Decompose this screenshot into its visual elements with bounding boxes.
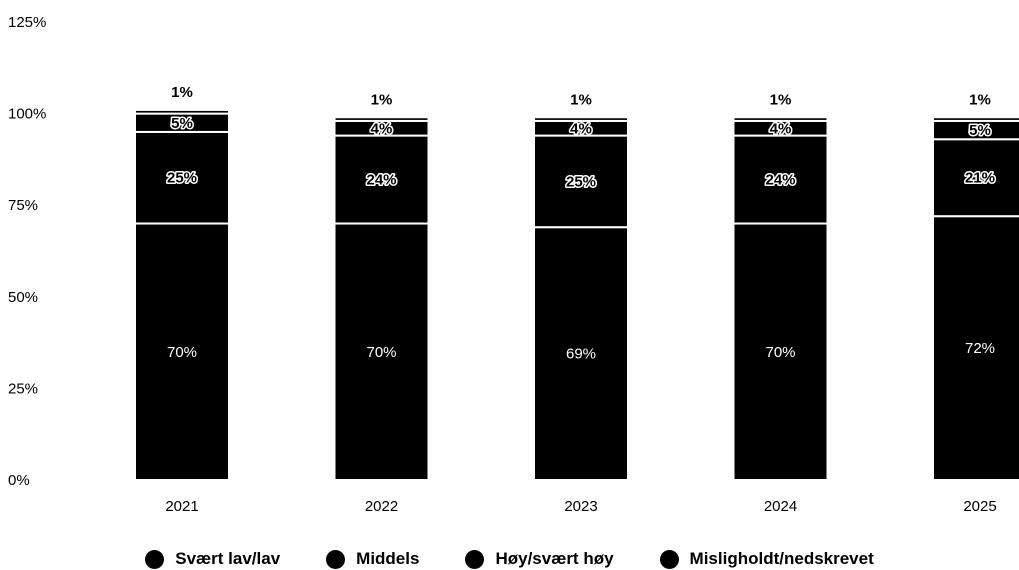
- legend-marker-middels: [326, 549, 346, 569]
- legend-item-middels[interactable]: Middels: [326, 548, 419, 570]
- data-label-svaert-lav-lav: 70%: [765, 344, 795, 361]
- x-tick-label: 2021: [165, 498, 198, 515]
- legend-marker-misligholdt-nedskrevet: [659, 549, 679, 569]
- bar-segment-middels: [732, 134, 829, 225]
- data-label-svaert-lav-lav: 69%: [566, 346, 596, 363]
- legend-item-svaert-lav-lav[interactable]: Svært lav/lav: [145, 548, 280, 570]
- data-label-svaert-lav-lav: 70%: [167, 344, 197, 361]
- y-tick-label: 0%: [8, 472, 30, 489]
- y-tick-label: 50%: [8, 289, 38, 306]
- legend: Svært lav/lav Middels Høy/svært høy Misl…: [0, 548, 1019, 570]
- data-label-hoy-svaert-hoy: 5%: [969, 122, 991, 139]
- bar-segment-misligholdt-nedskrevet: [333, 116, 430, 122]
- x-tick-label: 2024: [764, 498, 797, 515]
- bar-segment-svaert-lav-lav: [932, 215, 1019, 482]
- legend-label-middels: Middels: [356, 549, 420, 568]
- data-label-hoy-svaert-hoy: 4%: [371, 120, 393, 137]
- data-label-misligholdt-nedskrevet: 1%: [570, 91, 592, 108]
- bar-segment-svaert-lav-lav: [134, 222, 230, 482]
- data-label-middels: 21%: [965, 170, 995, 187]
- legend-label-svaert-lav-lav: Svært lav/lav: [175, 549, 281, 568]
- bar-segment-middels: [333, 134, 430, 225]
- y-tick-label: 125%: [8, 14, 46, 31]
- x-tick-label: 2023: [564, 498, 597, 515]
- data-label-misligholdt-nedskrevet: 1%: [770, 91, 792, 108]
- legend-marker-svaert-lav-lav: [145, 549, 165, 569]
- legend-item-misligholdt-nedskrevet[interactable]: Misligholdt/nedskrevet: [659, 548, 874, 570]
- bar-segment-svaert-lav-lav: [533, 226, 629, 481]
- bar-segment-misligholdt-nedskrevet: [732, 116, 829, 122]
- bar-segment-misligholdt-nedskrevet: [932, 116, 1019, 122]
- data-label-hoy-svaert-hoy: 4%: [570, 120, 592, 137]
- data-label-middels: 25%: [566, 173, 596, 190]
- legend-label-hoy-svaert-hoy: Høy/svært høy: [495, 549, 614, 568]
- data-label-misligholdt-nedskrevet: 1%: [371, 91, 393, 108]
- x-tick-label: 2025: [963, 498, 996, 515]
- bar-segment-middels: [134, 130, 230, 225]
- bar-segment-misligholdt-nedskrevet: [533, 116, 629, 122]
- data-label-hoy-svaert-hoy: 5%: [171, 115, 193, 132]
- bar-segment-svaert-lav-lav: [333, 222, 430, 482]
- data-label-middels: 24%: [366, 172, 396, 189]
- data-label-svaert-lav-lav: 70%: [366, 344, 396, 361]
- y-tick-label: 100%: [8, 106, 46, 123]
- legend-marker-hoy-svaert-hoy: [465, 549, 485, 569]
- bar-segment-misligholdt-nedskrevet: [134, 108, 230, 115]
- bar-segment-middels: [533, 134, 629, 229]
- y-tick-label: 25%: [8, 380, 38, 397]
- stacked-bar-chart: 0% 25% 50% 75% 100% 125% 70% 25% 5% 1% 2021 70% 24% 4…: [8, 14, 1019, 515]
- legend-item-hoy-svaert-hoy[interactable]: Høy/svært høy: [465, 548, 614, 570]
- data-label-middels: 24%: [765, 172, 795, 189]
- data-label-svaert-lav-lav: 72%: [965, 340, 995, 357]
- data-label-misligholdt-nedskrevet: 1%: [171, 84, 193, 101]
- data-label-misligholdt-nedskrevet: 1%: [969, 91, 991, 108]
- data-label-middels: 25%: [167, 170, 197, 187]
- bar-segment-middels: [932, 138, 1019, 218]
- x-tick-label: 2022: [365, 498, 398, 515]
- legend-label-misligholdt-nedskrevet: Misligholdt/nedskrevet: [689, 549, 874, 568]
- data-label-hoy-svaert-hoy: 4%: [770, 120, 792, 137]
- y-tick-label: 75%: [8, 197, 38, 214]
